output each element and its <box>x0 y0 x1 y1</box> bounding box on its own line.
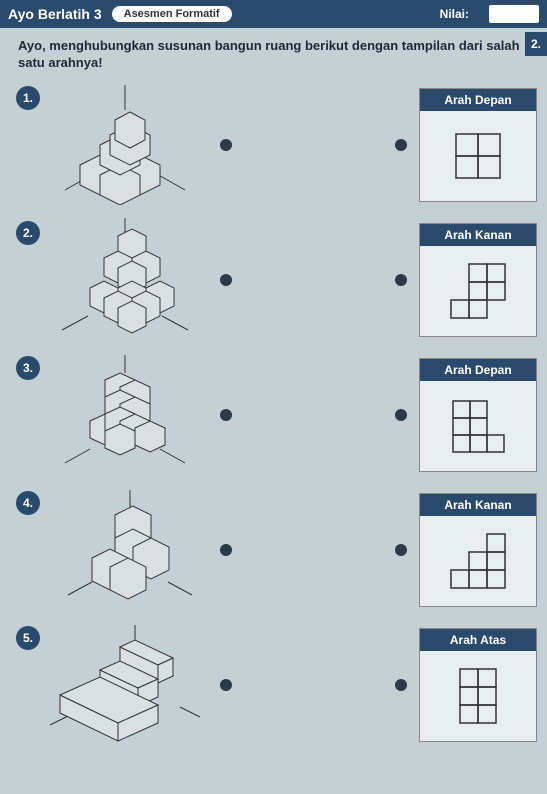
instruction-text: Ayo, menghubungkan susunan bangun ruang … <box>0 28 547 78</box>
match-dot-right[interactable] <box>395 679 407 691</box>
question-row: 1. <box>10 78 537 213</box>
question-number: 5. <box>16 626 40 650</box>
score-box[interactable] <box>489 5 539 23</box>
match-dot-left[interactable] <box>220 139 232 151</box>
answer-label: Arah Depan <box>420 89 536 111</box>
page-tab: 2. <box>525 32 547 56</box>
match-dot-right[interactable] <box>395 139 407 151</box>
answer-label: Arah Depan <box>420 359 536 381</box>
question-row: 2. <box>10 213 537 348</box>
answer-grid <box>420 516 536 606</box>
answer-label: Arah Atas <box>420 629 536 651</box>
content-area: 1. <box>0 78 547 753</box>
answer-box: Arah Kanan <box>419 493 537 607</box>
cube-figure-4 <box>10 483 210 618</box>
answer-box: Arah Kanan <box>419 223 537 337</box>
answer-label: Arah Kanan <box>420 494 536 516</box>
question-number: 4. <box>16 491 40 515</box>
answer-box: Arah Depan <box>419 88 537 202</box>
match-dot-left[interactable] <box>220 409 232 421</box>
match-dot-right[interactable] <box>395 274 407 286</box>
question-number: 2. <box>16 221 40 245</box>
match-dot-left[interactable] <box>220 679 232 691</box>
match-dot-right[interactable] <box>395 544 407 556</box>
question-number: 1. <box>16 86 40 110</box>
answer-label: Arah Kanan <box>420 224 536 246</box>
cube-figure-1 <box>10 78 210 213</box>
question-row: 3. <box>10 348 537 483</box>
assessment-pill: Asesmen Formatif <box>112 6 232 22</box>
cube-figure-2 <box>10 213 210 348</box>
score-label: Nilai: <box>430 4 479 24</box>
question-row: 5. <box>10 618 537 753</box>
answer-box: Arah Atas <box>419 628 537 742</box>
cube-figure-3 <box>10 348 210 483</box>
answer-grid <box>420 246 536 336</box>
question-row: 4. Arah Kanan <box>10 483 537 618</box>
page-header: Ayo Berlatih 3 Asesmen Formatif Nilai: <box>0 0 547 28</box>
answer-box: Arah Depan <box>419 358 537 472</box>
question-number: 3. <box>16 356 40 380</box>
match-dot-left[interactable] <box>220 544 232 556</box>
exercise-title: Ayo Berlatih 3 <box>8 6 102 22</box>
answer-grid <box>420 651 536 741</box>
answer-grid <box>420 111 536 201</box>
match-dot-left[interactable] <box>220 274 232 286</box>
answer-grid <box>420 381 536 471</box>
cube-figure-5 <box>10 618 210 753</box>
match-dot-right[interactable] <box>395 409 407 421</box>
worksheet-page: Ayo Berlatih 3 Asesmen Formatif Nilai: 2… <box>0 0 547 794</box>
